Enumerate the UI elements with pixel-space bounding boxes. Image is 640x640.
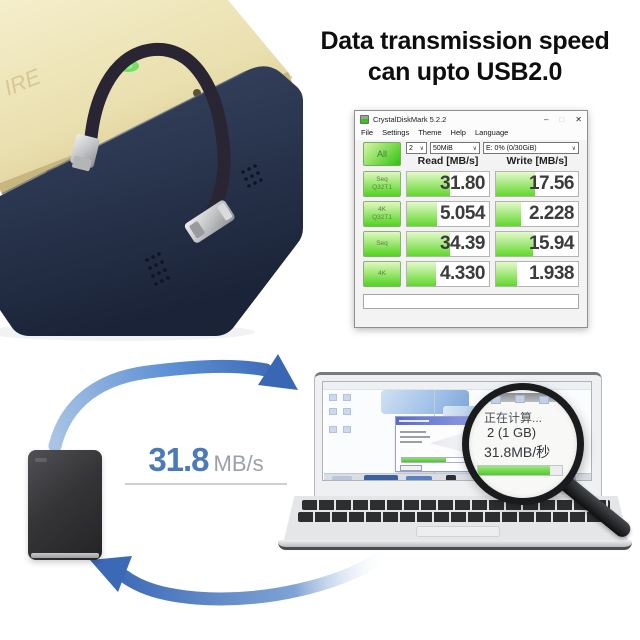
table-row: Seq 34.39 15.94 xyxy=(363,231,579,257)
read-value-cell: 34.39 xyxy=(406,231,490,257)
phone-speaker-holes xyxy=(145,164,263,286)
usb-cable xyxy=(83,42,231,219)
score-bar xyxy=(407,262,436,286)
chevron-down-icon: ∨ xyxy=(571,145,576,152)
write-column-header: Write [MB/s] xyxy=(506,155,568,167)
score-bar xyxy=(496,232,533,256)
4k-button[interactable]: 4K xyxy=(363,261,401,287)
file-icon xyxy=(539,396,549,404)
run-all-button[interactable]: All xyxy=(363,142,401,166)
hdd-bottom-strip xyxy=(31,553,99,558)
file-icon xyxy=(343,394,351,401)
drive-select[interactable]: E: 0% (0/30GiB) ∨ xyxy=(483,142,579,154)
file-icon xyxy=(343,426,351,433)
file-icon xyxy=(329,426,337,433)
app-icon xyxy=(360,114,369,124)
table-row: Seq Q32T1 31.80 17.56 xyxy=(363,171,579,197)
file-icon xyxy=(329,394,337,401)
arrowhead-left-icon xyxy=(90,556,132,592)
close-icon[interactable]: ✕ xyxy=(575,114,582,124)
comment-input[interactable] xyxy=(363,294,579,309)
seq-q32t1-button[interactable]: Seq Q32T1 xyxy=(363,171,401,197)
test-count-select[interactable]: 2 ∨ xyxy=(406,142,427,154)
hdd-logo xyxy=(35,458,47,462)
arrow-hdd-to-laptop xyxy=(48,359,273,453)
score-bar xyxy=(496,202,521,226)
usb-connector-bottom xyxy=(184,200,235,243)
4k-q32t1-button[interactable]: 4K Q32T1 xyxy=(363,201,401,227)
read-value-cell: 5.054 xyxy=(406,201,490,227)
headline-line2: can upto USB2.0 xyxy=(367,58,563,86)
speed-value: 31.8 xyxy=(148,441,209,478)
minimize-icon[interactable]: – xyxy=(544,114,549,124)
read-column-header: Read [MB/s] xyxy=(417,155,479,167)
trackpad xyxy=(416,526,500,537)
score-bar xyxy=(407,172,451,196)
chevron-down-icon: ∨ xyxy=(472,145,477,152)
write-value-cell: 17.56 xyxy=(495,171,579,197)
keyboard-keys xyxy=(302,500,610,510)
menu-item-help[interactable]: Help xyxy=(450,128,466,137)
file-icon xyxy=(515,395,525,403)
read-value-cell: 4.330 xyxy=(406,261,490,287)
score-bar xyxy=(496,172,535,196)
window-title: CrystalDiskMark 5.2.2 xyxy=(373,114,447,124)
speed-underline xyxy=(125,483,287,485)
magnifier-speed-text: 31.8MB/秒 xyxy=(484,444,551,460)
read-value-cell: 31.80 xyxy=(406,171,490,197)
crystaldiskmark-window: CrystalDiskMark 5.2.2 – □ ✕ File Setting… xyxy=(354,110,588,328)
dialog-text-line xyxy=(400,441,422,443)
usb-connector-top xyxy=(70,134,100,172)
taskbar-item xyxy=(332,476,352,480)
dialog-text-line xyxy=(400,436,430,438)
portable-hdd-photo xyxy=(28,450,102,560)
speed-unit: MB/s xyxy=(213,451,264,476)
product-photo: IRE xyxy=(0,0,303,341)
menu-item-theme[interactable]: Theme xyxy=(418,128,442,137)
headline-line1: Data transmission speed xyxy=(320,27,610,55)
magnifier-lens: 正在计算... 2 (1 GB) 31.8MB/秒 xyxy=(462,383,584,505)
magnifier-status-text: 正在计算... xyxy=(484,411,543,425)
write-value-cell: 2.228 xyxy=(495,201,579,227)
file-icon xyxy=(329,408,337,415)
file-icon xyxy=(343,408,351,415)
keyboard-deck xyxy=(284,496,628,540)
speed-label: 31.8 MB/s xyxy=(125,441,287,485)
chevron-down-icon: ∨ xyxy=(419,145,424,152)
title-bar[interactable]: CrystalDiskMark 5.2.2 – □ ✕ xyxy=(355,111,587,127)
dialog-text-line xyxy=(400,431,426,433)
taskbar-item xyxy=(406,476,432,480)
magnifier-detail-text: 2 (1 GB) xyxy=(487,425,537,440)
menu-item-settings[interactable]: Settings xyxy=(382,128,410,137)
arrow-laptop-to-hdd xyxy=(117,545,397,606)
explorer-toolbar xyxy=(323,382,591,390)
maximize-icon[interactable]: □ xyxy=(559,114,565,124)
test-size-select[interactable]: 50MiB ∨ xyxy=(430,142,480,154)
copy-dialog-titlebar xyxy=(396,417,482,425)
cancel-button[interactable] xyxy=(400,465,422,471)
score-bar xyxy=(496,262,518,286)
write-value-cell: 1.938 xyxy=(495,261,579,287)
taskbar-item xyxy=(446,475,456,480)
column-headers: Read [MB/s] Write [MB/s] xyxy=(406,155,579,167)
laptop-base xyxy=(278,540,632,550)
score-bar xyxy=(407,202,437,226)
menu-item-language[interactable]: Language xyxy=(474,128,509,137)
seq-button[interactable]: Seq xyxy=(363,231,401,257)
file-icon xyxy=(491,396,501,404)
magnified-progress-bar xyxy=(477,465,563,476)
taskbar-item xyxy=(364,475,398,480)
table-row: 4K 4.330 1.938 xyxy=(363,261,579,287)
controls-row: All 2 ∨ 50MiB ∨ E: 0% (0/30GiB) ∨ Read [… xyxy=(363,142,579,167)
gold-laptop xyxy=(0,0,293,192)
keyboard-keys xyxy=(298,512,614,522)
write-value-cell: 15.94 xyxy=(495,231,579,257)
menu-item-file[interactable]: File xyxy=(361,128,374,137)
score-bar xyxy=(407,232,451,256)
headline: Data transmission speed can upto USB2.0 xyxy=(292,26,638,88)
table-row: 4K Q32T1 5.054 2.228 xyxy=(363,201,579,227)
menu-bar: File Settings Theme Help Language xyxy=(355,127,587,140)
